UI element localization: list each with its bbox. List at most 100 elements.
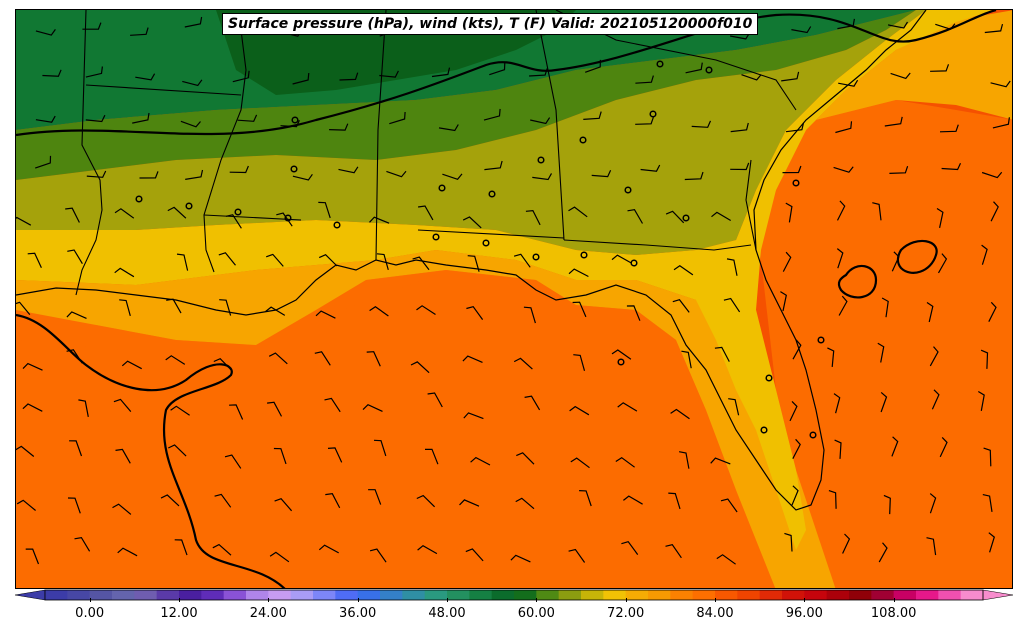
colorbar-tick-label: 108.00 xyxy=(870,606,917,621)
wind-barb xyxy=(782,251,792,272)
wind-barb xyxy=(684,171,704,181)
calm-wind-circle xyxy=(482,239,490,247)
wind-barb xyxy=(792,438,801,459)
wind-barb xyxy=(265,306,286,316)
wind-barb xyxy=(368,489,382,505)
colorbar-segment xyxy=(826,590,850,600)
calm-wind-circle xyxy=(624,186,632,194)
wind-barb xyxy=(67,497,81,514)
colorbar-segment xyxy=(112,590,135,600)
wind-barb xyxy=(85,114,106,123)
wind-barb xyxy=(16,499,36,511)
calm-wind-circle xyxy=(432,233,440,241)
wind-barb xyxy=(318,544,339,554)
wind-barb xyxy=(139,171,159,179)
colorbar-segment xyxy=(313,590,336,600)
wind-barb xyxy=(568,206,588,218)
wind-barb xyxy=(112,503,132,515)
wind-barb xyxy=(591,169,612,178)
wind-barb xyxy=(640,164,661,172)
colorbar-tick-mark xyxy=(893,598,895,602)
wind-barb xyxy=(16,445,35,457)
wind-barb xyxy=(66,311,87,319)
colorbar-segment xyxy=(514,590,537,600)
colorbar-segment xyxy=(179,590,202,600)
temperature-fill-olive-green xyxy=(16,10,916,180)
colorbar-segment xyxy=(804,590,828,600)
wind-barb xyxy=(524,395,541,411)
wind-barb xyxy=(529,68,548,77)
wind-barb xyxy=(988,301,997,322)
colorbar-segment xyxy=(938,590,962,600)
wind-barb xyxy=(523,306,536,324)
wind-barb xyxy=(730,122,749,133)
wind-barb xyxy=(791,485,799,506)
calm-wind-circle xyxy=(705,66,713,74)
wind-barb xyxy=(837,18,855,30)
isobar-contours xyxy=(16,10,997,588)
wind-barb xyxy=(881,297,889,318)
wind-barb xyxy=(427,392,443,408)
wind-barb xyxy=(626,305,641,321)
wind-barb xyxy=(621,541,639,555)
wind-barb xyxy=(69,440,83,457)
wind-barb xyxy=(887,21,909,29)
colorbar-segment xyxy=(625,590,649,600)
wind-barb xyxy=(877,342,885,363)
colorbar-segment xyxy=(960,590,984,600)
wind-barb xyxy=(35,29,56,36)
wind-barb xyxy=(711,211,732,222)
wind-barb xyxy=(583,111,602,120)
wind-barb xyxy=(417,544,438,555)
wind-barb xyxy=(379,70,399,78)
wind-barb xyxy=(584,59,601,73)
wind-barb xyxy=(828,490,837,509)
temperature-fill-orange-2 xyxy=(16,275,796,588)
wind-barb xyxy=(838,79,859,87)
colorbar-min-arrow xyxy=(15,589,46,601)
wind-barb xyxy=(611,254,632,264)
wind-barb xyxy=(635,75,654,84)
colorbar-tick-mark xyxy=(625,598,627,602)
wind-barb xyxy=(168,444,187,457)
wind-barb xyxy=(16,216,32,226)
wind-barb xyxy=(276,212,293,227)
wind-barb xyxy=(983,447,992,467)
wind-barb xyxy=(462,216,482,229)
calm-wind-circle xyxy=(537,156,545,164)
wind-barb xyxy=(525,209,541,226)
calm-wind-circle xyxy=(817,336,825,344)
wind-barb xyxy=(42,69,62,77)
wind-barb xyxy=(119,299,131,317)
wind-barb xyxy=(931,389,940,410)
wind-barb xyxy=(720,498,738,513)
colorbar-segment xyxy=(581,590,604,600)
wind-barb xyxy=(891,251,900,272)
wind-barb xyxy=(890,72,911,80)
wind-barb xyxy=(883,494,891,515)
wind-barb xyxy=(691,120,712,128)
wind-barb xyxy=(85,66,103,78)
wind-barb xyxy=(273,447,287,465)
colorbar-segment xyxy=(89,590,113,600)
wind-barb xyxy=(980,349,989,369)
colorbar-tick-label: 36.00 xyxy=(339,606,377,621)
wind-barb xyxy=(570,457,590,469)
colorbar-segment xyxy=(156,590,180,600)
wind-barb xyxy=(369,305,389,317)
calm-wind-circle xyxy=(290,165,298,173)
colorbar-segment xyxy=(759,590,783,600)
wind-barb xyxy=(569,405,590,416)
wind-barb xyxy=(833,393,841,414)
wind-barb xyxy=(668,492,681,510)
colorbar-segment xyxy=(357,590,381,600)
wind-barb xyxy=(615,456,635,468)
wind-barb xyxy=(941,162,962,171)
colorbar-segment xyxy=(715,590,738,600)
wind-barb xyxy=(225,214,242,229)
wind-barb xyxy=(329,123,349,131)
wind-barb xyxy=(35,155,52,169)
wind-barb xyxy=(229,165,249,174)
wind-barb xyxy=(86,170,107,178)
wind-barb xyxy=(180,120,201,128)
